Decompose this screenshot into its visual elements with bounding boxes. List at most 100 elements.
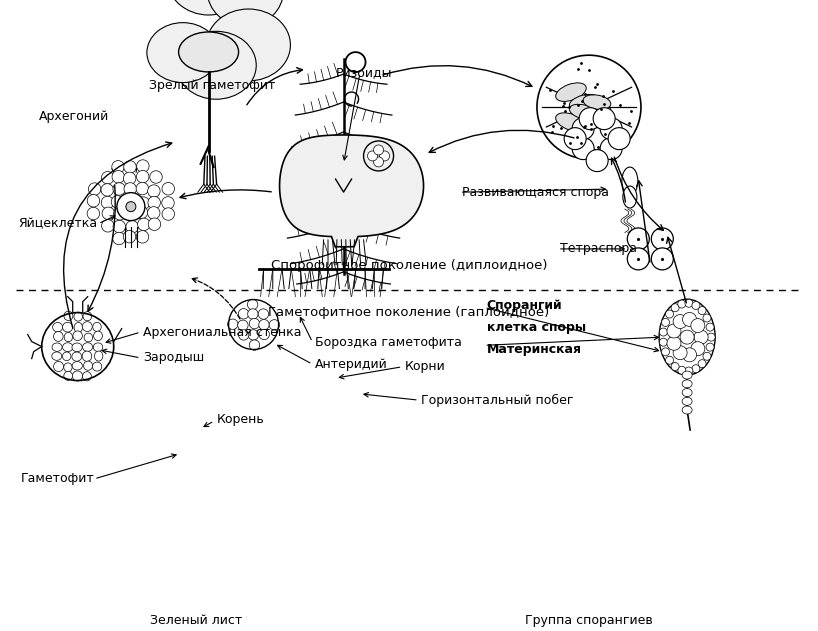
Text: Материнская: Материнская <box>487 343 582 357</box>
Text: Ризоиды: Ризоиды <box>335 66 393 79</box>
Circle shape <box>572 117 594 139</box>
Ellipse shape <box>124 172 136 185</box>
Ellipse shape <box>113 232 125 245</box>
Circle shape <box>698 307 706 315</box>
Ellipse shape <box>248 309 258 319</box>
Ellipse shape <box>124 230 136 243</box>
Circle shape <box>659 338 667 346</box>
Ellipse shape <box>74 312 83 321</box>
Circle shape <box>707 333 715 341</box>
Text: Архегониальная стенка: Архегониальная стенка <box>143 326 302 339</box>
Ellipse shape <box>82 351 92 362</box>
Ellipse shape <box>137 160 149 172</box>
Circle shape <box>692 365 700 373</box>
Circle shape <box>666 357 673 364</box>
Text: Яйцеклетка: Яйцеклетка <box>18 217 97 230</box>
Circle shape <box>627 228 649 250</box>
Ellipse shape <box>95 351 103 361</box>
Circle shape <box>572 138 594 160</box>
Circle shape <box>662 319 669 326</box>
Ellipse shape <box>112 170 124 183</box>
Ellipse shape <box>113 183 125 195</box>
Circle shape <box>671 304 679 312</box>
Ellipse shape <box>64 333 73 342</box>
Ellipse shape <box>238 309 249 319</box>
Circle shape <box>587 150 608 172</box>
Circle shape <box>117 192 145 221</box>
Circle shape <box>659 328 667 336</box>
Ellipse shape <box>64 363 72 372</box>
Text: Спорангий: Спорангий <box>487 299 562 312</box>
Circle shape <box>651 228 673 250</box>
Text: Зрелый гаметофит: Зрелый гаметофит <box>150 79 276 91</box>
Ellipse shape <box>162 182 174 195</box>
Ellipse shape <box>101 184 114 196</box>
Ellipse shape <box>137 197 150 209</box>
Ellipse shape <box>83 372 92 381</box>
Ellipse shape <box>176 32 256 99</box>
Ellipse shape <box>682 380 692 388</box>
Ellipse shape <box>83 361 92 370</box>
Circle shape <box>666 310 673 318</box>
Circle shape <box>600 138 622 160</box>
Ellipse shape <box>147 207 160 219</box>
Ellipse shape <box>249 340 259 350</box>
Text: Гаметофитное поколение (гаплоидное): Гаметофитное поколение (гаплоидное) <box>268 305 550 319</box>
Ellipse shape <box>258 309 268 319</box>
Ellipse shape <box>88 183 101 195</box>
Circle shape <box>608 127 630 150</box>
Circle shape <box>680 330 694 344</box>
Ellipse shape <box>64 371 73 380</box>
Text: Зеленый лист: Зеленый лист <box>151 615 242 627</box>
Ellipse shape <box>147 185 160 198</box>
Ellipse shape <box>101 172 114 184</box>
Ellipse shape <box>93 331 102 341</box>
Ellipse shape <box>101 220 114 232</box>
Circle shape <box>671 363 679 370</box>
Ellipse shape <box>583 95 611 109</box>
Ellipse shape <box>258 319 269 330</box>
Ellipse shape <box>63 343 73 351</box>
Ellipse shape <box>162 208 174 220</box>
Ellipse shape <box>162 197 174 209</box>
Ellipse shape <box>207 0 283 26</box>
Ellipse shape <box>83 322 92 331</box>
Ellipse shape <box>137 170 149 183</box>
Ellipse shape <box>659 299 715 375</box>
Ellipse shape <box>206 9 290 81</box>
Circle shape <box>374 157 384 167</box>
Ellipse shape <box>125 208 138 220</box>
Circle shape <box>691 319 705 333</box>
Circle shape <box>698 360 706 368</box>
Text: клетка споры: клетка споры <box>487 321 586 334</box>
Ellipse shape <box>238 320 248 331</box>
Circle shape <box>579 108 601 129</box>
Circle shape <box>126 202 136 211</box>
Circle shape <box>706 323 714 331</box>
Text: Корни: Корни <box>405 360 446 374</box>
Circle shape <box>703 314 711 322</box>
Ellipse shape <box>569 95 599 110</box>
Circle shape <box>587 127 608 150</box>
Ellipse shape <box>72 362 83 370</box>
Ellipse shape <box>137 218 150 230</box>
Circle shape <box>667 336 681 350</box>
Circle shape <box>662 348 669 356</box>
Circle shape <box>682 312 697 326</box>
Ellipse shape <box>72 352 82 361</box>
Circle shape <box>685 299 693 307</box>
Ellipse shape <box>62 352 71 360</box>
Ellipse shape <box>102 207 115 220</box>
Ellipse shape <box>682 398 692 405</box>
Text: Антеридий: Антеридий <box>315 358 388 371</box>
Ellipse shape <box>124 161 137 173</box>
Circle shape <box>678 366 685 374</box>
Ellipse shape <box>92 362 101 371</box>
Ellipse shape <box>148 218 160 230</box>
Ellipse shape <box>682 389 692 396</box>
Circle shape <box>673 315 687 329</box>
Ellipse shape <box>136 182 149 195</box>
Circle shape <box>593 108 615 129</box>
Ellipse shape <box>147 23 219 83</box>
Ellipse shape <box>148 196 160 209</box>
